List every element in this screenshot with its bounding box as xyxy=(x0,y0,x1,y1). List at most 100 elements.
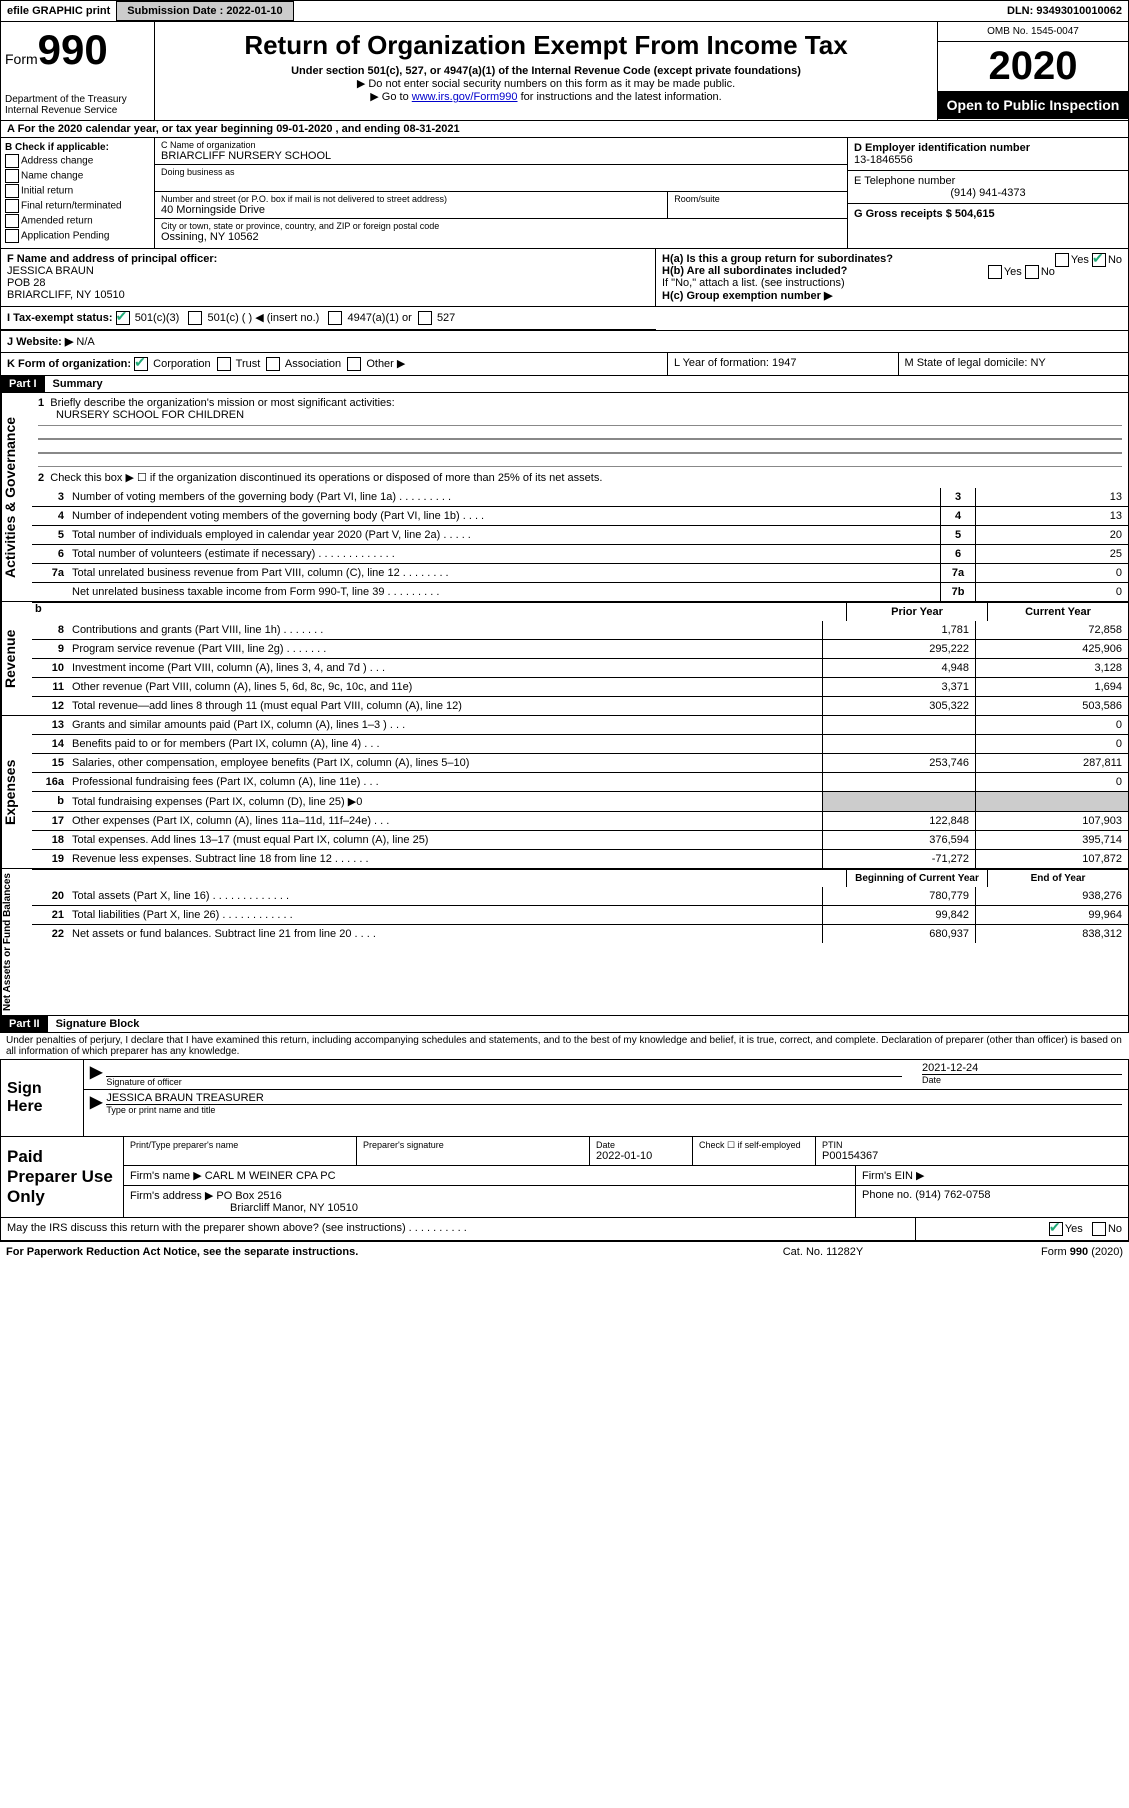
irs-link[interactable]: www.irs.gov/Form990 xyxy=(412,91,518,103)
form-label: Form xyxy=(5,51,38,67)
dln-label: DLN: 93493010010062 xyxy=(1001,2,1128,20)
addr-label: Number and street (or P.O. box if mail i… xyxy=(161,194,661,204)
ein-value: 13-1846556 xyxy=(854,154,1122,166)
hb-no[interactable]: No xyxy=(1041,266,1055,278)
discuss-yes-chk[interactable] xyxy=(1049,1222,1063,1236)
table-row: 6 Total number of volunteers (estimate i… xyxy=(32,544,1128,563)
chk-name-change[interactable]: Name change xyxy=(5,169,150,183)
page-footer: For Paperwork Reduction Act Notice, see … xyxy=(0,1241,1129,1262)
table-row: 21 Total liabilities (Part X, line 26) .… xyxy=(32,905,1128,924)
j-label: J Website: ▶ xyxy=(7,336,73,348)
declaration-text: Under penalties of perjury, I declare th… xyxy=(0,1033,1129,1060)
vlabel-revenue: Revenue xyxy=(1,602,32,715)
ptin-val: P00154367 xyxy=(822,1150,1122,1162)
part1-title: Summary xyxy=(45,376,111,392)
row-i: I Tax-exempt status: 501(c)(3) 501(c) ( … xyxy=(0,307,1129,331)
chk-other[interactable] xyxy=(347,357,361,371)
i-label: I Tax-exempt status: xyxy=(7,312,113,324)
section-governance: Activities & Governance 1 Briefly descri… xyxy=(0,393,1129,602)
website-value: N/A xyxy=(76,336,94,348)
table-row: 4 Number of independent voting members o… xyxy=(32,506,1128,525)
table-row: Net unrelated business taxable income fr… xyxy=(32,582,1128,601)
part2-title: Signature Block xyxy=(48,1016,148,1032)
street-address: 40 Morningside Drive xyxy=(161,204,661,216)
chk-corp[interactable] xyxy=(134,357,148,371)
row-f-h: F Name and address of principal officer:… xyxy=(0,249,1129,307)
k-label: K Form of organization: xyxy=(7,358,131,370)
l1-label: Briefly describe the organization's miss… xyxy=(50,397,394,409)
officer-name: JESSICA BRAUN xyxy=(7,265,649,277)
table-row: 13 Grants and similar amounts paid (Part… xyxy=(32,716,1128,734)
city-state-zip: Ossining, NY 10562 xyxy=(161,231,841,243)
ein-label: D Employer identification number xyxy=(854,142,1122,154)
prep-date-val: 2022-01-10 xyxy=(596,1150,686,1162)
city-label: City or town, state or province, country… xyxy=(161,221,841,231)
subtitle-2: ▶ Do not enter social security numbers o… xyxy=(159,77,933,90)
table-row: 17 Other expenses (Part IX, column (A), … xyxy=(32,811,1128,830)
dept-label: Department of the Treasury xyxy=(5,94,150,105)
gross-receipts: G Gross receipts $ 504,615 xyxy=(854,208,1122,220)
ha-label: H(a) Is this a group return for subordin… xyxy=(662,253,893,265)
b-label: B Check if applicable: xyxy=(5,142,150,153)
vlabel-expenses: Expenses xyxy=(1,716,32,868)
l-year-formation: L Year of formation: 1947 xyxy=(668,353,899,375)
ha-yes[interactable]: Yes xyxy=(1071,254,1089,266)
sign-date-label: Date xyxy=(922,1075,1122,1085)
firm-ein-label: Firm's EIN ▶ xyxy=(856,1166,1128,1185)
submission-date-button[interactable]: Submission Date : 2022-01-10 xyxy=(116,1,293,21)
entity-block: B Check if applicable: Address change Na… xyxy=(0,138,1129,249)
prep-date-label: Date xyxy=(596,1140,686,1150)
hb-yes[interactable]: Yes xyxy=(1004,266,1022,278)
table-row: 10 Investment income (Part VIII, column … xyxy=(32,658,1128,677)
table-row: 16a Professional fundraising fees (Part … xyxy=(32,772,1128,791)
chk-initial-return[interactable]: Initial return xyxy=(5,184,150,198)
room-label: Room/suite xyxy=(674,194,841,204)
f-label: F Name and address of principal officer: xyxy=(7,253,649,265)
sig-officer-label: Signature of officer xyxy=(106,1077,902,1087)
arrow-icon: ▶ xyxy=(90,1062,102,1087)
table-row: 5 Total number of individuals employed i… xyxy=(32,525,1128,544)
row-a-tax-year: A For the 2020 calendar year, or tax yea… xyxy=(0,121,1129,138)
chk-4947[interactable] xyxy=(328,311,342,325)
table-row: 7a Total unrelated business revenue from… xyxy=(32,563,1128,582)
form-number: 990 xyxy=(38,26,108,73)
table-row: b Total fundraising expenses (Part IX, c… xyxy=(32,791,1128,811)
table-row: 14 Benefits paid to or for members (Part… xyxy=(32,734,1128,753)
discuss-row: May the IRS discuss this return with the… xyxy=(0,1218,1129,1241)
ha-no[interactable]: No xyxy=(1108,254,1122,266)
ptin-label: PTIN xyxy=(822,1140,1122,1150)
chk-trust[interactable] xyxy=(217,357,231,371)
chk-final-return[interactable]: Final return/terminated xyxy=(5,199,150,213)
table-row: 9 Program service revenue (Part VIII, li… xyxy=(32,639,1128,658)
officer-addr2: BRIARCLIFF, NY 10510 xyxy=(7,289,649,301)
table-row: 12 Total revenue—add lines 8 through 11 … xyxy=(32,696,1128,715)
efile-label: efile GRAPHIC print xyxy=(1,2,116,20)
head-current-year: Current Year xyxy=(987,603,1128,621)
footer-right: Form 990 (2020) xyxy=(923,1246,1123,1258)
arrow-icon: ▶ xyxy=(90,1092,102,1115)
discuss-yes: Yes xyxy=(1065,1223,1083,1235)
form-title: Return of Organization Exempt From Incom… xyxy=(159,30,933,61)
discuss-no-chk[interactable] xyxy=(1092,1222,1106,1236)
footer-center: Cat. No. 11282Y xyxy=(723,1246,923,1258)
firm-addr-label: Firm's address ▶ xyxy=(130,1190,213,1202)
table-row: 22 Net assets or fund balances. Subtract… xyxy=(32,924,1128,943)
preparer-label: Paid Preparer Use Only xyxy=(1,1137,124,1217)
firm-addr1: PO Box 2516 xyxy=(216,1190,281,1202)
chk-address-change[interactable]: Address change xyxy=(5,154,150,168)
chk-501c3[interactable] xyxy=(116,311,130,325)
sign-here-label: Sign Here xyxy=(1,1060,84,1136)
chk-assoc[interactable] xyxy=(266,357,280,371)
chk-amended[interactable]: Amended return xyxy=(5,214,150,228)
section-net-assets: Net Assets or Fund Balances Beginning of… xyxy=(0,869,1129,1016)
prep-name-label: Print/Type preparer's name xyxy=(130,1140,350,1150)
chk-527[interactable] xyxy=(418,311,432,325)
chk-501c[interactable] xyxy=(188,311,202,325)
tel-value: (914) 941-4373 xyxy=(854,187,1122,199)
discuss-question: May the IRS discuss this return with the… xyxy=(1,1218,915,1240)
table-row: 15 Salaries, other compensation, employe… xyxy=(32,753,1128,772)
chk-application-pending[interactable]: Application Pending xyxy=(5,229,150,243)
row-k-l-m: K Form of organization: Corporation Trus… xyxy=(0,353,1129,376)
firm-name-val: CARL M WEINER CPA PC xyxy=(205,1170,336,1182)
tax-year: 2020 xyxy=(938,42,1128,91)
